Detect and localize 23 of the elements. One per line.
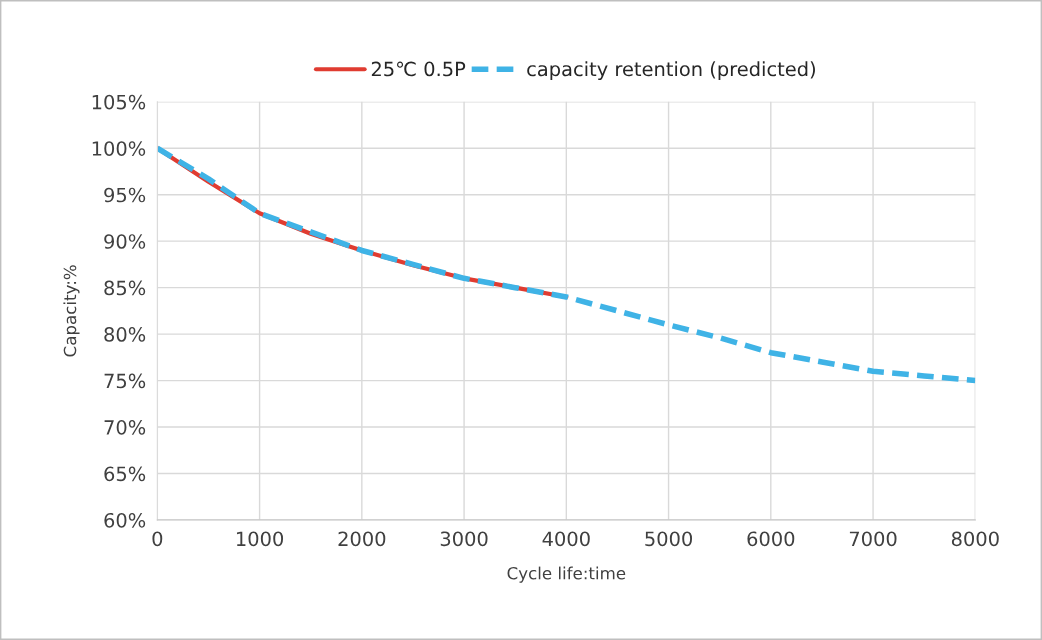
- x-tick-label: 1000: [236, 531, 284, 547]
- x-tick-label: 7000: [849, 531, 897, 547]
- y-tick-label: 60%: [104, 512, 146, 528]
- x-tick-label: 3000: [440, 531, 488, 547]
- x-tick-label: 2000: [338, 531, 386, 547]
- y-tick-label: 95%: [104, 187, 146, 203]
- legend-label: 25℃ 0.5P: [371, 61, 466, 77]
- y-tick-label: 90%: [104, 234, 146, 249]
- x-axis-title: Cycle life:time: [507, 566, 626, 583]
- y-tick-label: 105%: [92, 94, 146, 110]
- x-tick-label: 8000: [951, 531, 999, 547]
- x-tick-label: 6000: [747, 531, 795, 547]
- x-tick-label: 0: [152, 531, 163, 547]
- y-tick-label: 75%: [104, 373, 146, 389]
- y-axis-title: Capacity:%: [63, 265, 80, 357]
- x-tick-label: 4000: [542, 531, 590, 547]
- y-tick-label: 80%: [104, 327, 146, 342]
- y-tick-label: 65%: [104, 466, 146, 482]
- legend-label: capacity retention (predicted): [527, 61, 815, 81]
- y-tick-label: 85%: [104, 280, 146, 296]
- y-tick-label: 70%: [104, 420, 146, 435]
- y-tick-label: 100%: [92, 141, 146, 156]
- x-tick-label: 5000: [645, 531, 693, 547]
